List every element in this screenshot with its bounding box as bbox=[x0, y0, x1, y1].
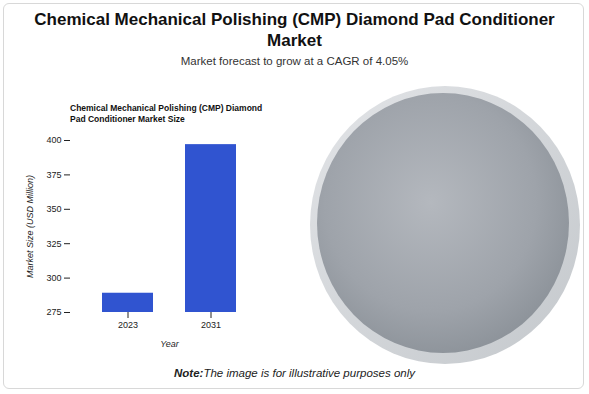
svg-text:300: 300 bbox=[46, 273, 61, 283]
html-text:Market forecast to grow at a C: Market forecast to grow at a CAGR of 4.0… bbox=[180, 55, 409, 67]
svg-text:325: 325 bbox=[46, 239, 61, 249]
svg-text:350: 350 bbox=[46, 204, 61, 214]
svg-text:2023: 2023 bbox=[118, 320, 138, 330]
html-text:Chemical Mechanical Polishing: Chemical Mechanical Polishing (CMP) Diam… bbox=[70, 103, 263, 124]
svg-text:375: 375 bbox=[46, 170, 61, 180]
svg-text:Market Size (USD Million): Market Size (USD Million) bbox=[25, 175, 35, 278]
html-text:Note: The image is for illustr: Note: The image is for illustrative purp… bbox=[174, 367, 415, 379]
svg-text:275: 275 bbox=[46, 307, 61, 317]
html-text:Chemical Mechanical Polishing: Chemical Mechanical Polishing (CMP) Diam… bbox=[34, 10, 555, 50]
svg-text:Year: Year bbox=[160, 339, 180, 349]
svg-text:2031: 2031 bbox=[201, 320, 221, 330]
svg-text:400: 400 bbox=[46, 135, 61, 145]
